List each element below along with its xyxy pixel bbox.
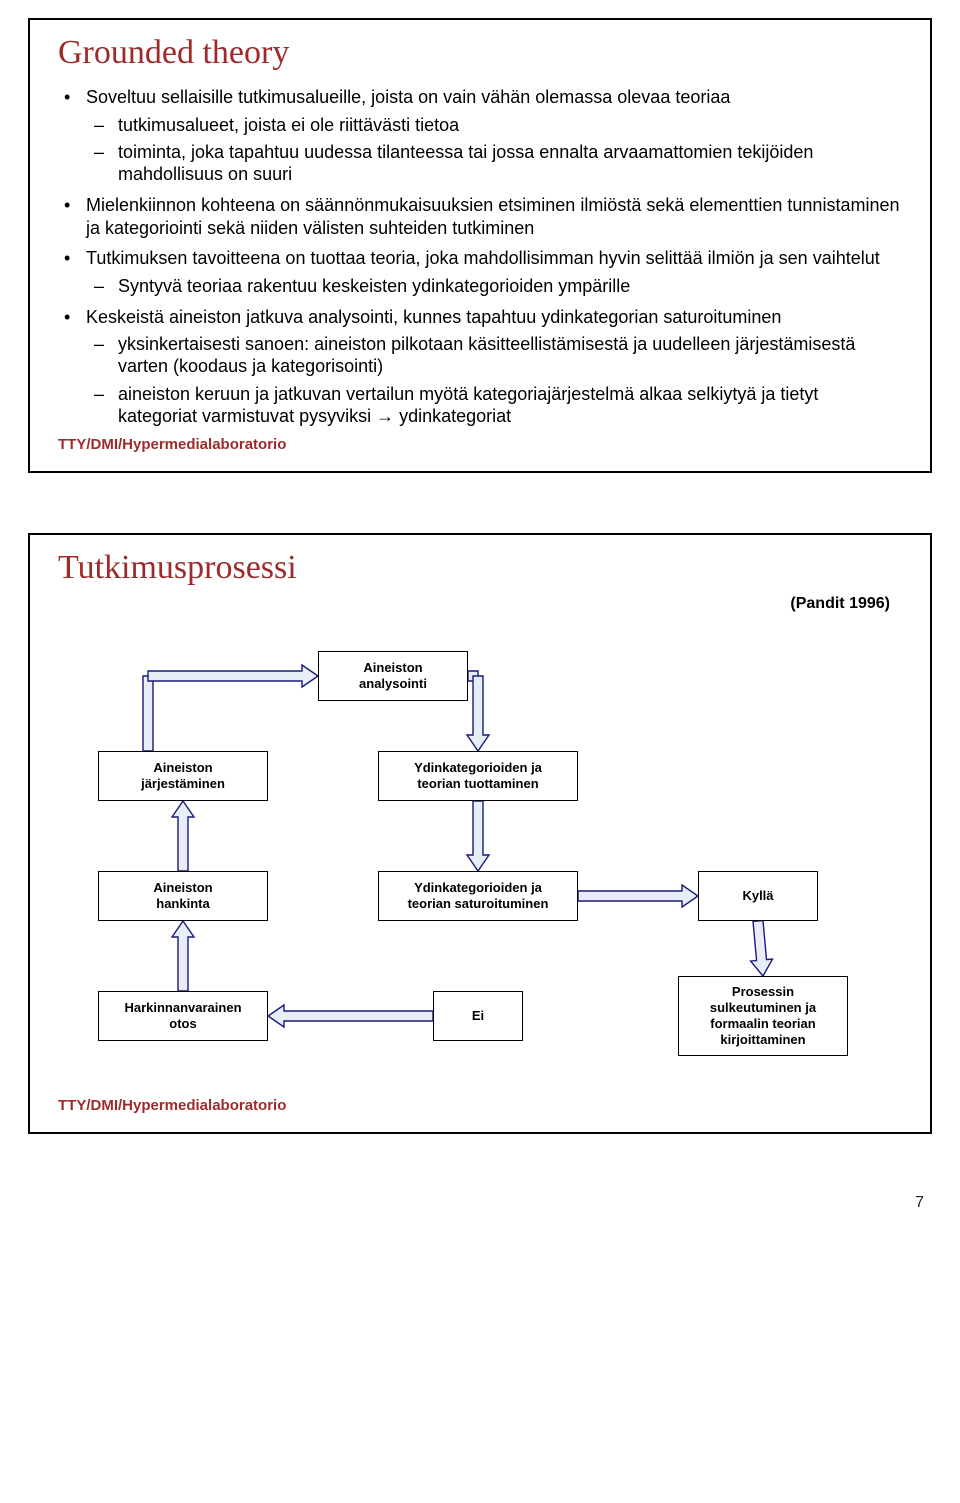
- bullet-text: Tutkimuksen tavoitteena on tuottaa teori…: [86, 248, 880, 268]
- slide-title: Grounded theory: [58, 34, 902, 72]
- page-number: 7: [0, 1194, 924, 1212]
- slide-footer: TTY/DMI/Hypermedialaboratorio: [58, 436, 902, 453]
- bullet-item: Keskeistä aineiston jatkuva analysointi,…: [82, 306, 902, 428]
- bullet-text: Mielenkiinnon kohteena on säännönmukaisu…: [86, 195, 899, 238]
- box-analysointi: Aineiston analysointi: [318, 651, 468, 701]
- bullet-item: Soveltuu sellaisille tutkimusalueille, j…: [82, 86, 902, 186]
- sub-bullet-list: Syntyvä teoriaa rakentuu keskeisten ydin…: [86, 276, 902, 298]
- box-kylla: Kyllä: [698, 871, 818, 921]
- slide-grounded-theory: Grounded theory Soveltuu sellaisille tut…: [28, 18, 932, 473]
- sub-bullet-list: yksinkertaisesti sanoen: aineiston pilko…: [86, 334, 902, 428]
- bullet-list: Soveltuu sellaisille tutkimusalueille, j…: [58, 86, 902, 428]
- box-hankinta: Aineiston hankinta: [98, 871, 268, 921]
- sub-bullet-item: toiminta, joka tapahtuu uudessa tilantee…: [114, 142, 902, 186]
- sub-bullet-list: tutkimusalueet, joista ei ole riittäväst…: [86, 115, 902, 187]
- bullet-item: Mielenkiinnon kohteena on säännönmukaisu…: [82, 194, 902, 239]
- slide-reference: (Pandit 1996): [58, 595, 890, 613]
- box-prosessi: Prosessin sulkeutuminen ja formaalin teo…: [678, 976, 848, 1056]
- box-jarjestaminen: Aineiston järjestäminen: [98, 751, 268, 801]
- slide-footer: TTY/DMI/Hypermedialaboratorio: [58, 1097, 902, 1114]
- sub-bullet-item: yksinkertaisesti sanoen: aineiston pilko…: [114, 334, 902, 378]
- box-ei: Ei: [433, 991, 523, 1041]
- sub-bullet-item: tutkimusalueet, joista ei ole riittäväst…: [114, 115, 902, 137]
- box-ydink-satur: Ydinkategorioiden ja teorian saturoitumi…: [378, 871, 578, 921]
- sub-bullet-item: aineiston keruun ja jatkuvan vertailun m…: [114, 384, 902, 428]
- bullet-text: Keskeistä aineiston jatkuva analysointi,…: [86, 307, 781, 327]
- slide-tutkimusprosessi: Tutkimusprosessi (Pandit 1996) Aineiston…: [28, 533, 932, 1134]
- box-otos: Harkinnanvarainen otos: [98, 991, 268, 1041]
- slide-title: Tutkimusprosessi: [58, 549, 902, 587]
- box-ydink-tuott: Ydinkategorioiden ja teorian tuottaminen: [378, 751, 578, 801]
- bullet-item: Tutkimuksen tavoitteena on tuottaa teori…: [82, 247, 902, 297]
- process-diagram: Aineiston analysointi Aineiston järjestä…: [58, 631, 902, 1091]
- bullet-text: Soveltuu sellaisille tutkimusalueille, j…: [86, 87, 730, 107]
- sub-bullet-item: Syntyvä teoriaa rakentuu keskeisten ydin…: [114, 276, 902, 298]
